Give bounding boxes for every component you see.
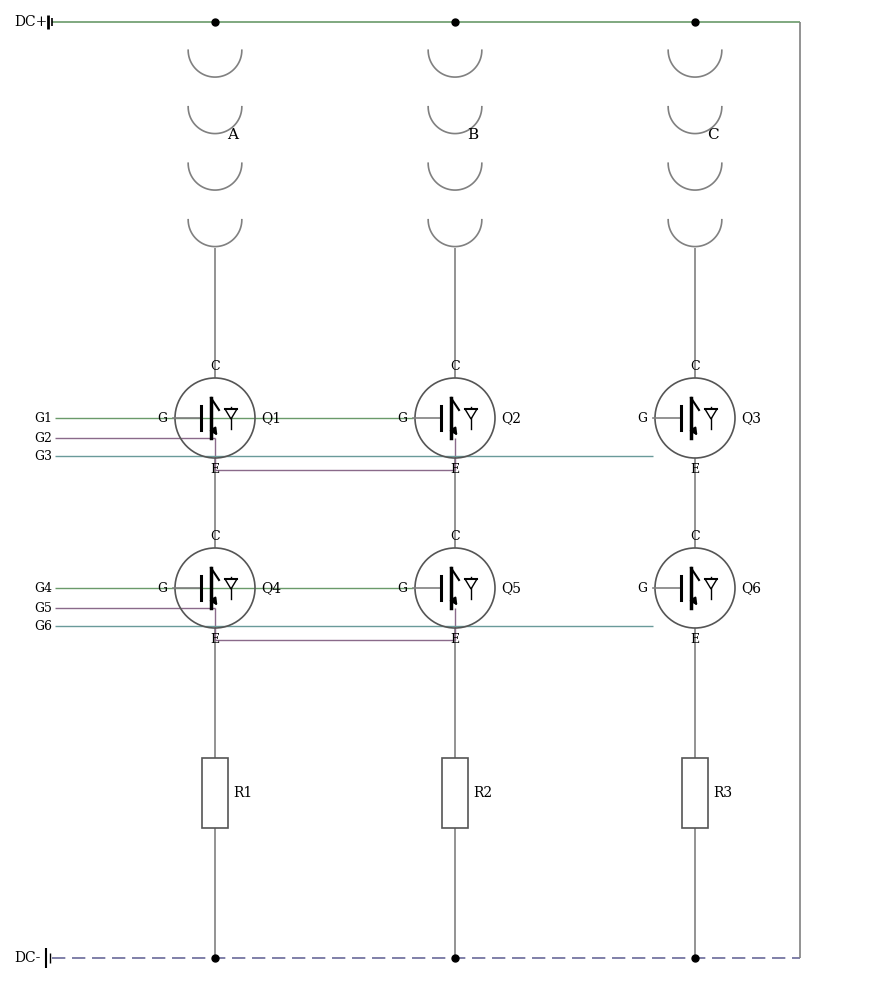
Text: E: E [451, 463, 460, 476]
Text: Q1: Q1 [261, 411, 282, 425]
Text: G: G [637, 582, 647, 594]
Bar [682, 758, 708, 828]
Text: E: E [210, 463, 219, 476]
Text: G5: G5 [34, 601, 52, 614]
Polygon shape [705, 579, 717, 589]
Text: G2: G2 [34, 432, 52, 444]
Polygon shape [465, 579, 477, 589]
Text: G1: G1 [34, 412, 52, 424]
Text: Q3: Q3 [741, 411, 761, 425]
Polygon shape [225, 409, 237, 419]
Text: C: C [690, 530, 700, 543]
Text: C: C [707, 128, 718, 142]
Text: Q4: Q4 [261, 581, 282, 595]
Text: G: G [157, 582, 167, 594]
Text: E: E [210, 633, 219, 646]
Text: G: G [397, 412, 407, 424]
Text: B: B [467, 128, 478, 142]
Text: Q2: Q2 [501, 411, 521, 425]
Text: C: C [210, 530, 220, 543]
Text: Q6: Q6 [741, 581, 761, 595]
Text: G6: G6 [34, 619, 52, 633]
Text: R3: R3 [713, 786, 732, 800]
Text: C: C [450, 360, 460, 373]
Text: C: C [210, 360, 220, 373]
Text: C: C [690, 360, 700, 373]
Text: Q5: Q5 [501, 581, 521, 595]
Text: E: E [690, 463, 700, 476]
Text: E: E [451, 633, 460, 646]
Text: G3: G3 [34, 450, 52, 462]
Bar [442, 758, 468, 828]
Text: G4: G4 [34, 582, 52, 594]
Polygon shape [705, 409, 717, 419]
Text: R2: R2 [473, 786, 492, 800]
Text: C: C [450, 530, 460, 543]
Polygon shape [225, 579, 237, 589]
Bar [202, 758, 228, 828]
Text: E: E [690, 633, 700, 646]
Text: G: G [637, 412, 647, 424]
Text: G: G [157, 412, 167, 424]
Polygon shape [465, 409, 477, 419]
Text: R1: R1 [233, 786, 253, 800]
Text: DC-: DC- [14, 951, 40, 965]
Text: G: G [397, 582, 407, 594]
Text: A: A [227, 128, 238, 142]
Text: DC+: DC+ [14, 15, 47, 29]
